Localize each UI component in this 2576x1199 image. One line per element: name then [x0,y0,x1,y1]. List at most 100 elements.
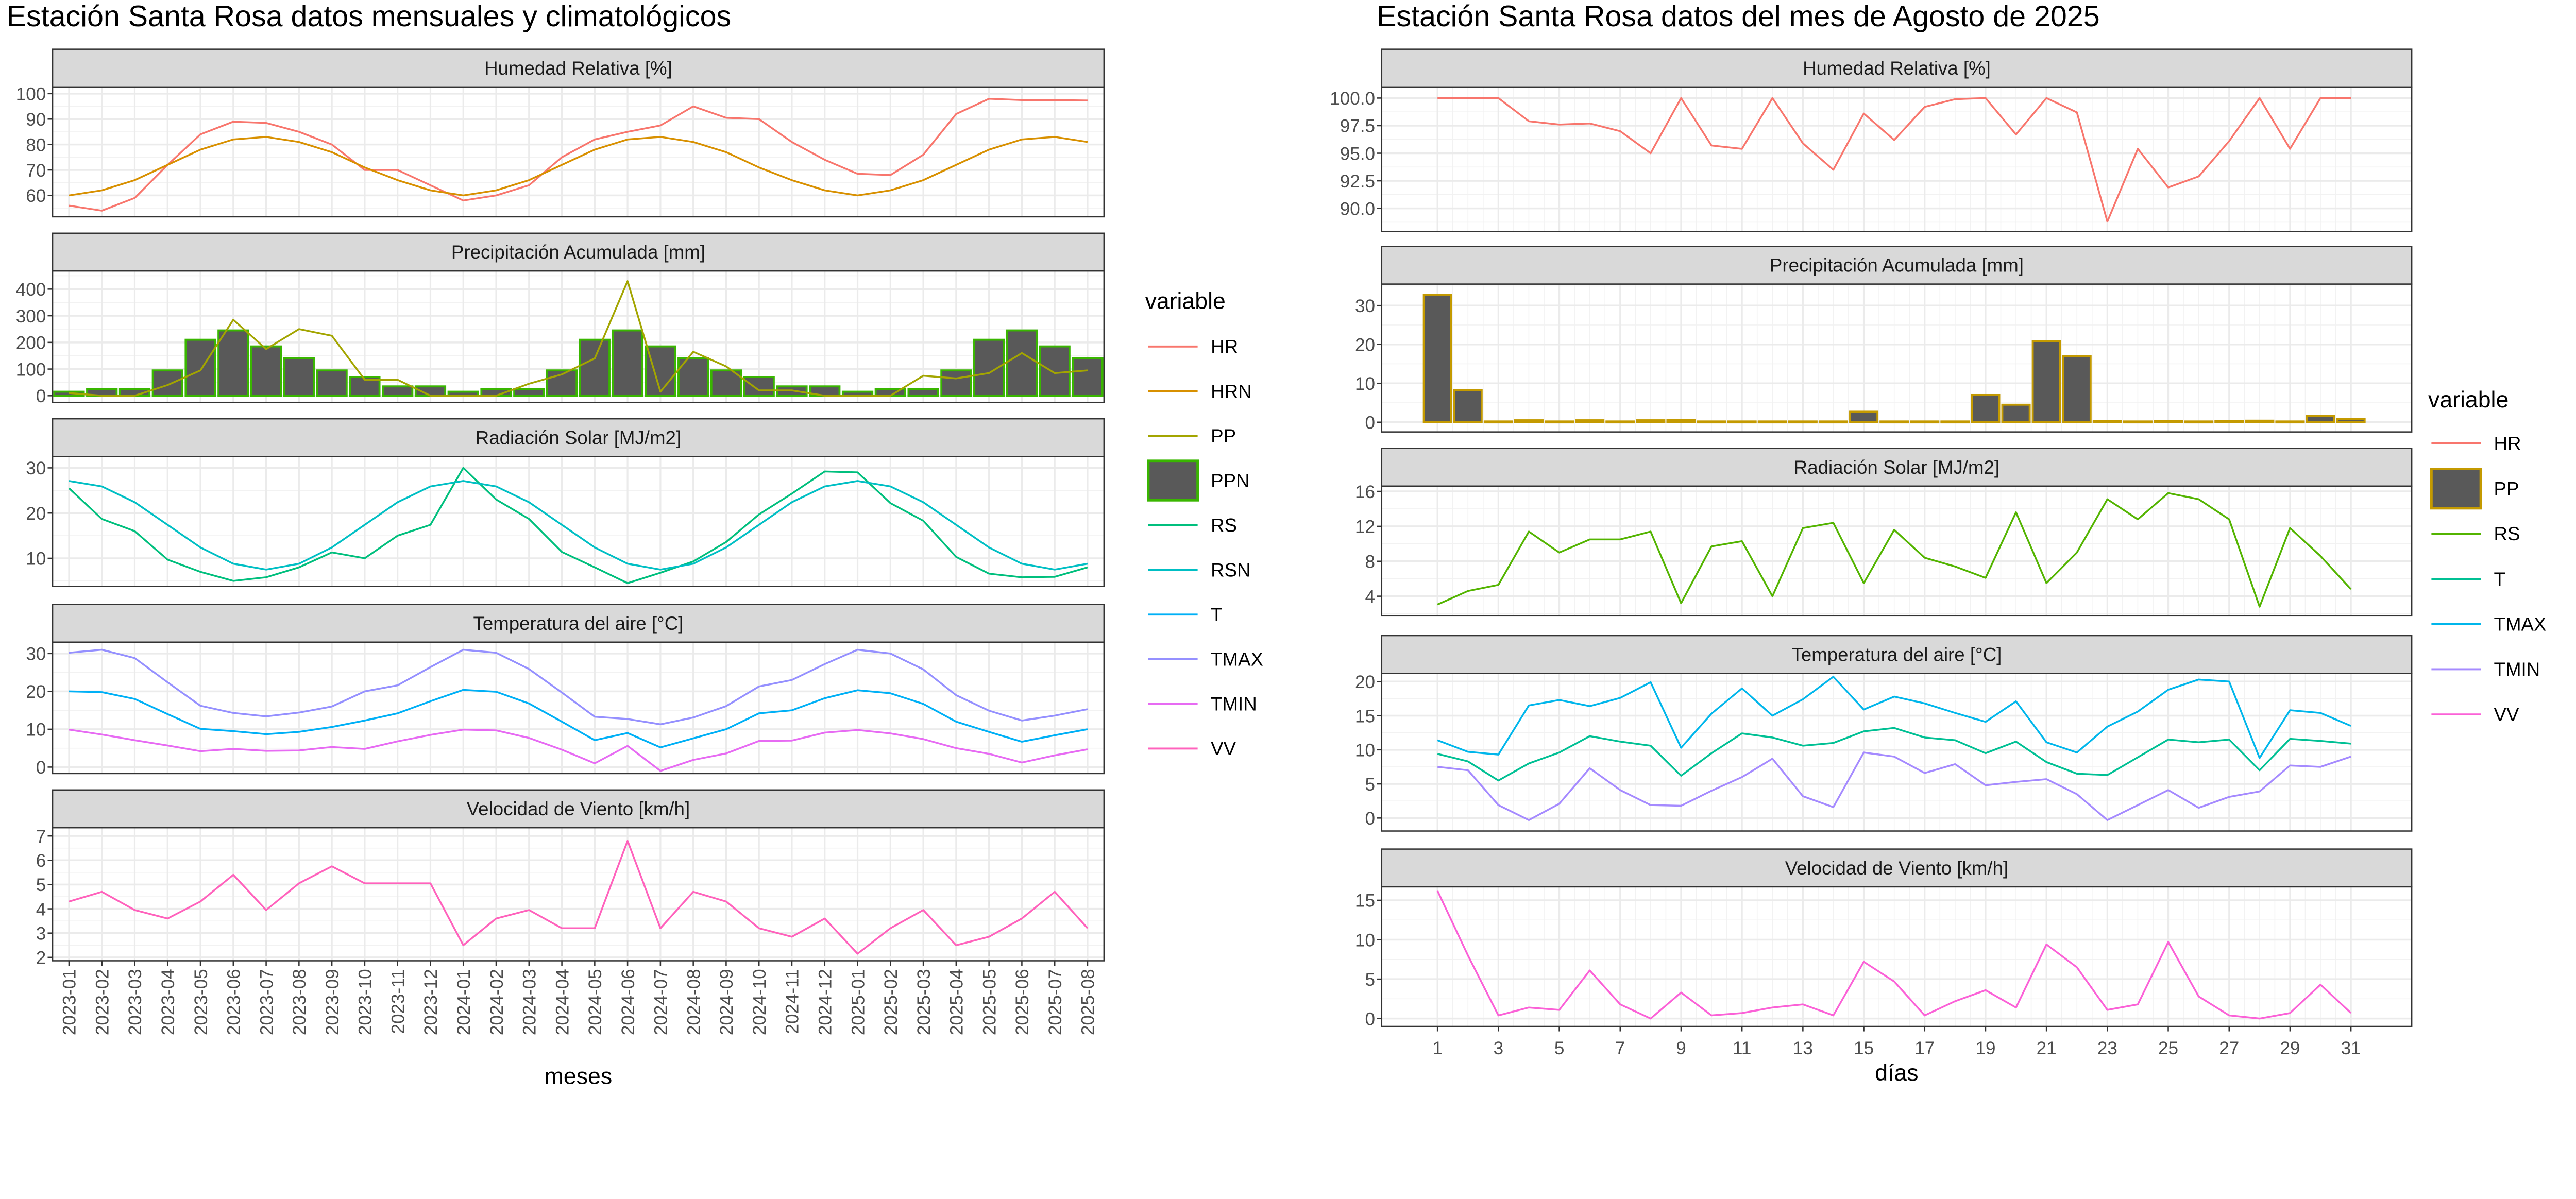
x-tick-label: 2023-12 [421,969,441,1035]
y-tick-label: 10 [1355,930,1375,950]
x-axis-title: días [1875,1060,1918,1086]
strip-title: Precipitación Acumulada [mm] [1770,255,2024,276]
bar-ppn [250,345,282,397]
x-tick-label: 21 [2037,1038,2057,1058]
panel-border [52,456,1105,587]
bar-pp [1940,420,1970,424]
strip [52,232,1105,272]
bar-pp [2184,420,2214,424]
x-tick-label: 5 [1554,1038,1565,1058]
panel-border [52,827,1105,962]
legend-label: RS [2494,523,2520,544]
series-line-t [69,689,1088,748]
y-tick-label: 30 [1355,296,1375,316]
panel-1: Humedad Relativa [%] 90.0 92.5 95.0 97.5 100.… [1330,48,2413,232]
x-tick-label: 2025-04 [947,969,967,1035]
series-line-tmin [69,728,1088,772]
bar-pp [2336,418,2366,423]
y-tick-label: 80 [26,135,46,155]
plot-background [1381,886,2412,1026]
bar-pp [1727,420,1757,424]
series-line-vv [69,840,1089,955]
legend-label: RS [1211,515,1237,536]
bar-pp [2306,415,2335,423]
legend-key-ppn [1147,459,1199,502]
legend-label: HR [2494,433,2521,454]
bar-pp [1422,294,1452,423]
bar-ppn [907,388,939,397]
y-tick-label: 15 [1355,706,1375,726]
y-tick-label: 20 [1355,335,1375,355]
y-tick-label: 30 [26,458,46,478]
bar-pp [2001,403,2031,423]
series-line-rs [68,467,1088,584]
bar-pp [1849,410,1879,423]
strip [52,789,1105,829]
x-axis-title: meses [545,1064,612,1087]
plot-background [53,456,1104,587]
y-tick-label: 7 [36,827,46,847]
x-tick-label: 2024-06 [618,969,638,1035]
bar-ppn [579,338,611,397]
legend-label: HRN [1211,381,1251,402]
x-tick-label: 9 [1676,1038,1686,1058]
bar-pp [2245,419,2275,423]
bar-pp [1545,420,1574,424]
y-tick-label: 5 [36,875,46,895]
series-line-hrn [69,136,1088,197]
legend-label: PP [2494,478,2519,499]
x-tick-label: 2024-01 [454,969,474,1035]
panel-2: Precipitación Acumulada [mm] 0 10 20 30 [1355,246,2413,433]
x-tick-label: 2024-10 [750,969,770,1035]
bar-pp [2214,420,2244,423]
bar-ppn [316,369,348,397]
panel-5: Velocidad de Viento [km/h] 2 3 4 5 6 7 2023-01 2… [36,789,1105,1087]
strip [1381,635,2413,674]
x-tick-label: 2024-08 [684,969,704,1035]
y-tick-label: 300 [16,306,46,327]
strip-title: Precipitación Acumulada [mm] [451,242,705,263]
legend-label: TMAX [2494,613,2547,635]
y-tick-label: 3 [36,923,46,944]
bar-ppn [1072,357,1104,397]
legend-label: PPN [1211,470,1249,491]
legend-label: T [1211,604,1222,625]
y-tick-label: 5 [1365,970,1375,990]
strip-title: Velocidad de Viento [km/h] [1785,858,2008,879]
x-tick-label: 25 [2158,1038,2178,1058]
x-tick-label: 27 [2219,1038,2239,1058]
x-tick-label: 31 [2341,1038,2361,1058]
y-tick-label: 10 [26,549,46,569]
chart-title: Estación Santa Rosa datos del mes de Ago… [1377,0,2099,33]
bar-pp [2031,340,2061,423]
y-tick-label: 90.0 [1340,199,1375,219]
x-tick-label: 2025-01 [848,969,868,1035]
y-tick-label: 10 [1355,741,1375,761]
x-tick-label: 2024-07 [651,969,671,1035]
strip [1381,448,2413,487]
legend-label: VV [1211,738,1236,759]
chart-title: Estación Santa Rosa datos mensuales y cl… [7,0,731,33]
y-tick-label: 100.0 [1330,89,1375,109]
panel-border [1381,886,2413,1027]
strip-title: Humedad Relativa [%] [1803,58,1991,79]
legend-label: TMIN [2494,659,2540,680]
bar-ppn [743,376,775,397]
y-tick-label: 4 [1365,587,1375,607]
legend-label: TMIN [1211,693,1257,714]
bar-pp [1666,419,1696,423]
bar-ppn [1006,329,1038,397]
y-tick-label: 10 [26,720,46,740]
bar-pp [1575,419,1605,423]
legend-title: variable [1145,288,1226,314]
bar-pp [2154,420,2183,423]
legend-label: TMAX [1211,649,1263,670]
legend-label: VV [2494,704,2519,725]
y-tick-label: 5 [1365,775,1375,795]
plot-background [1381,284,2412,432]
y-tick-label: 95.0 [1340,144,1375,164]
x-tick-label: 2023-06 [224,969,244,1035]
y-tick-label: 10 [1355,374,1375,394]
x-tick-label: 2024-09 [717,969,737,1035]
